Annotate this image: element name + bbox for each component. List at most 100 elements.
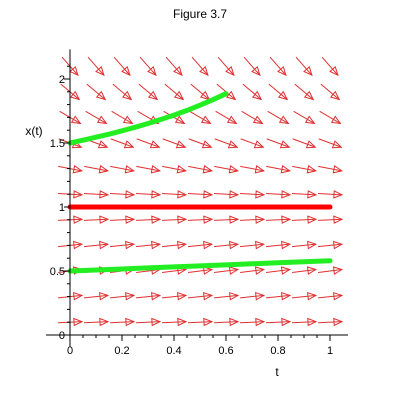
direction-arrow [135,317,162,327]
direction-arrow-head [229,291,240,301]
direction-arrow [162,240,188,250]
direction-arrow [188,165,214,174]
direction-arrow [84,165,110,174]
direction-arrow-head [333,291,344,301]
direction-arrow-head [251,90,263,101]
direction-arrow-shaft [291,193,317,196]
direction-arrow-head [147,90,159,101]
y-tick-label: 0.5 [50,266,65,278]
x-tick-label: 0.2 [114,345,129,357]
direction-arrow-shaft [135,321,161,324]
direction-field [57,56,344,327]
direction-arrow [317,190,344,199]
x-tick-label: 0 [67,345,73,357]
direction-arrow-head [303,90,315,101]
direction-arrow-shaft [319,110,341,124]
direction-arrow-head [201,140,213,149]
direction-arrow [214,240,240,250]
direction-arrow [318,138,343,149]
direction-arrow [111,110,134,125]
direction-arrow-head [279,140,291,149]
direction-arrow-shaft [187,218,213,221]
direction-arrow-shaft [239,193,265,196]
direction-arrow [292,165,318,174]
direction-arrow [240,240,266,250]
direction-arrow [136,165,162,174]
direction-arrow-shaft [136,243,160,248]
direction-arrow-head [254,165,266,174]
direction-arrow-head [202,266,214,275]
direction-arrow-shaft [110,138,134,148]
direction-arrow-head [281,317,292,327]
direction-arrow-shaft [265,218,291,221]
direction-arrow-head [177,215,188,224]
direction-arrow-head [69,66,79,77]
direction-arrow-shaft [190,83,210,100]
direction-arrow [213,317,240,327]
direction-arrow-head [329,66,339,77]
direction-arrow [265,215,292,224]
direction-arrow-shaft [292,138,316,148]
direction-arrow-head [125,291,136,301]
direction-arrow [139,56,157,77]
direction-arrow [317,317,344,327]
chart-title: Figure 3.7 [173,7,227,21]
direction-arrow-head [227,140,239,149]
direction-arrow [109,215,136,224]
direction-arrow [191,56,209,77]
direction-arrow [214,138,239,149]
direction-arrow-head [251,66,261,77]
direction-arrow [292,240,318,250]
direction-arrow-shaft [110,243,134,248]
direction-arrow [321,56,339,77]
direction-arrow-shaft [162,243,186,248]
direction-arrow-shaft [111,110,133,124]
x-tick-label: 0.4 [166,345,181,357]
direction-arrow-head [176,165,188,174]
direction-arrow [293,110,316,125]
direction-arrow [187,190,214,199]
direction-arrow-head [151,317,162,327]
direction-arrow [291,215,318,224]
direction-arrow-shaft [213,321,239,324]
direction-arrow-shaft [243,56,261,76]
direction-arrow-shaft [188,165,212,172]
direction-arrow-head [333,317,344,327]
direction-arrow [87,56,105,77]
direction-arrow-head [329,90,341,101]
direction-arrow-head [277,66,287,77]
direction-arrow [239,215,266,224]
direction-arrow [240,291,266,301]
direction-arrow-head [203,317,214,327]
y-tick-label: 1 [59,202,65,214]
solution-curves [67,91,333,274]
direction-arrow-head [307,215,318,224]
direction-arrow-shaft [188,138,212,148]
direction-arrow-shaft [84,165,108,172]
direction-arrow-head [333,240,344,250]
direction-arrow-head [173,90,185,101]
direction-arrow-shaft [188,269,212,273]
direction-arrow-shaft [318,138,342,148]
direction-arrow-shaft [162,165,186,172]
direction-arrow [188,138,213,149]
direction-arrow-shaft [293,110,315,124]
direction-arrow-shaft [317,218,343,221]
direction-arrow [189,110,212,125]
direction-arrow-shaft [265,321,291,324]
direction-arrow [110,240,136,250]
direction-arrow [190,83,211,101]
direction-arrow-head [99,317,110,327]
direction-arrow [239,317,266,327]
direction-arrow-head [255,240,266,250]
direction-arrow [161,190,188,199]
direction-arrow-head [281,291,292,301]
direction-arrow-head [203,215,214,224]
direction-arrow-shaft [112,83,132,100]
direction-arrow [165,56,183,77]
direction-arrow-head [332,165,344,174]
direction-arrow [162,291,188,301]
direction-arrow [162,138,187,149]
direction-arrow [240,165,266,174]
